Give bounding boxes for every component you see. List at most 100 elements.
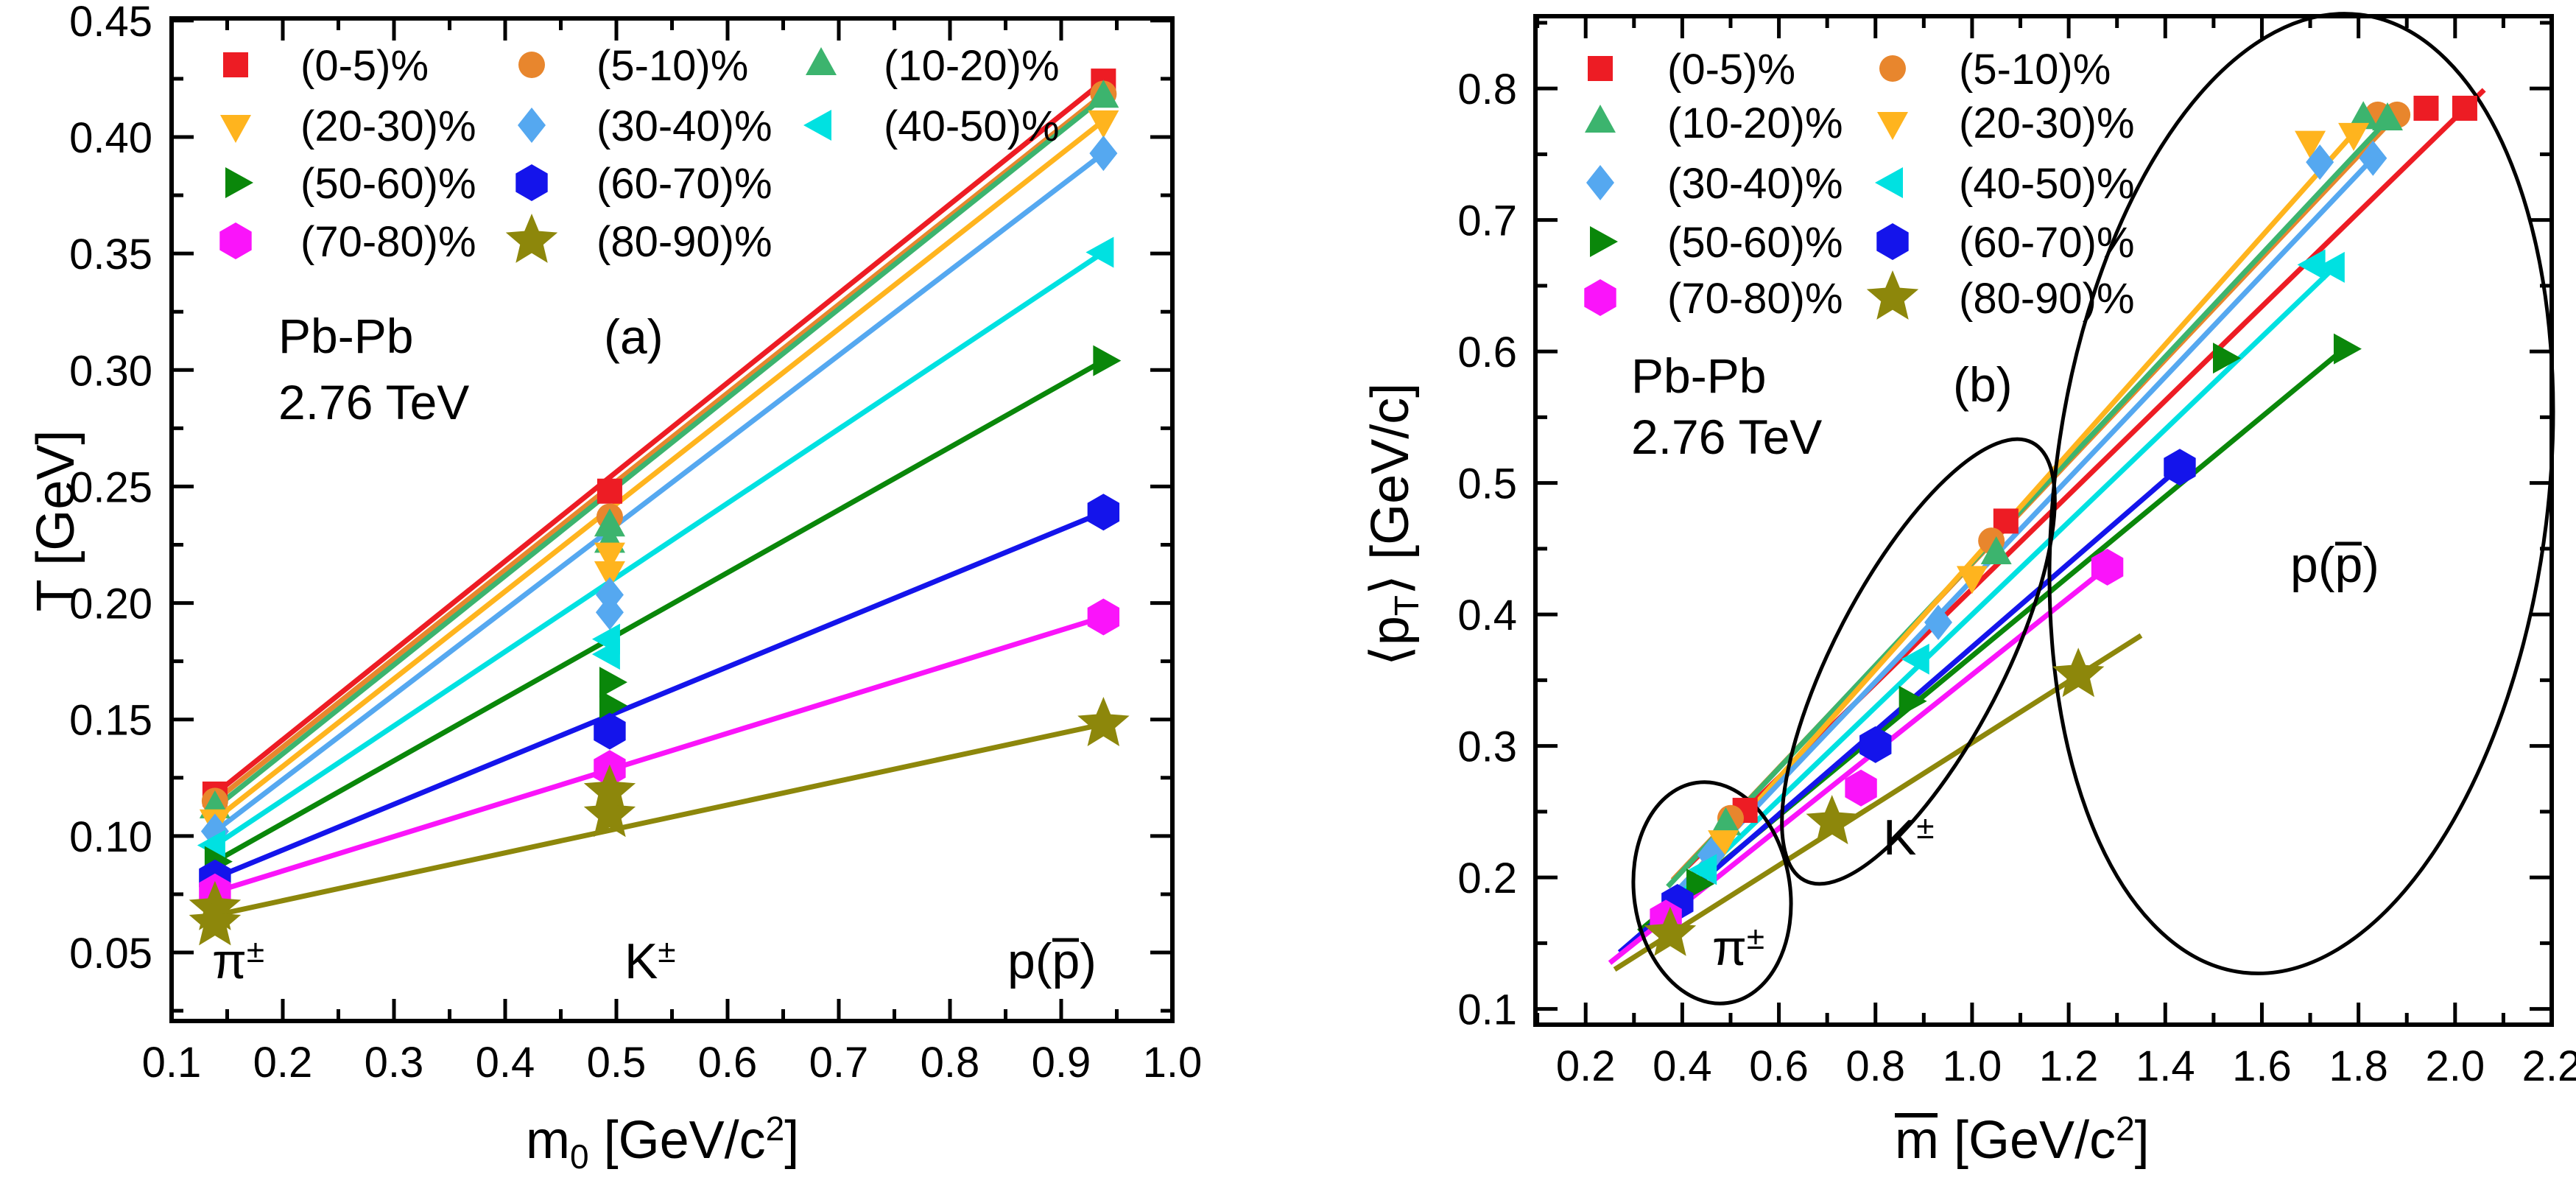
data-point-(30-40)%-p (2359, 140, 2387, 176)
fit-line-(5-10)% (213, 91, 1105, 804)
legend-label: (20-30)% (1959, 99, 2135, 147)
legend-label: (40-50)% (1959, 160, 2135, 208)
legend-marker-triangle-down (220, 115, 251, 143)
data-point-(20-30)%-pi (1708, 830, 1739, 859)
legend-label: (60-70)% (597, 160, 773, 208)
annotation-2-76-tev: 2.76 TeV (1631, 410, 1822, 464)
y-tick-label: 0.1 (1457, 986, 1517, 1034)
data-point-(50-60)%-p (1093, 345, 1122, 376)
x-tick-label: 1.4 (2136, 1042, 2195, 1090)
fit-line-(70-80)% (214, 614, 1105, 895)
legend-item-(80-90)%: (80-90)% (1866, 270, 2135, 323)
data-point-(40-50)%-k (1901, 643, 1929, 675)
data-point-(40-50)%-p (2297, 249, 2326, 281)
legend-marker-hexagon (1876, 223, 1909, 260)
legend-item-(0-5)%: (0-5)% (223, 42, 429, 90)
data-point-(40-50)%-p (2316, 251, 2345, 283)
data-point-(80-90)%-p (1077, 697, 1130, 746)
x-tick-label: 1.6 (2232, 1042, 2292, 1090)
particle-label-p-pbar: p(p) (2290, 537, 2379, 593)
annotation-2-76-tev: 2.76 TeV (278, 375, 469, 429)
legend-marker-star (505, 214, 558, 263)
y-tick-label: 0.10 (69, 813, 152, 861)
legend-marker-hexagon (1584, 279, 1616, 316)
data-point-(10-20)%-k (594, 508, 625, 537)
data-point-(20-30)%-k (594, 542, 625, 571)
particle-labels: π±​ K±​ p(p) (1712, 537, 2379, 976)
annotation--a-: (a) (604, 309, 664, 364)
y-tick-label: 0.15 (69, 697, 152, 745)
y-tick-label: 0.7 (1457, 197, 1517, 245)
legend-item-(30-40)%: (30-40)% (518, 102, 773, 150)
data-point-(50-60)%-k (1898, 685, 1927, 717)
legend: (0-5)% (5-10)% (10-20)% (20-30)% (30-40)% (40… (1584, 46, 2135, 323)
fit-line-(30-40)% (1651, 156, 2375, 918)
legend-item-(20-30)%: (20-30)% (220, 102, 476, 150)
legend-marker-square (1588, 56, 1613, 81)
data-point-(0-5)%-k (597, 478, 622, 504)
legend-marker-triangle-up (1585, 105, 1616, 133)
fit-line-(60-70)% (214, 509, 1105, 881)
data-point-(10-20)%-pi (1710, 807, 1742, 835)
legend-item-(70-80)%: (70-80)% (1584, 275, 1843, 323)
x-tick-label: 0.2 (253, 1039, 313, 1087)
data-point-(20-30)%-k (1956, 566, 1988, 594)
legend-item-(40-50)%: (40-50)% (1875, 160, 2135, 208)
data-point-(40-50)%-pi (1689, 854, 1717, 885)
x-tick-label: 1.8 (2329, 1042, 2388, 1090)
data-point-(20-30)%-p (2295, 130, 2326, 159)
data-point-(50-60)%-p (2212, 343, 2241, 374)
legend-item-(5-10)%: (5-10)% (1879, 46, 2111, 94)
x-tick-label: 1.2 (2039, 1042, 2099, 1090)
data-point-(80-90)%-pi (1644, 906, 1697, 956)
legend-marker-triangle-down (1877, 112, 1908, 140)
legend-label: (40-50)% (884, 102, 1060, 150)
legend-item-(80-90)%: (80-90)% (505, 214, 773, 266)
data-point-(10-20)%-k (1980, 536, 2012, 565)
y-tick-label: 0.2 (1457, 855, 1517, 902)
data-point-(30-40)%-p (1089, 136, 1118, 172)
x-tick-label: 0.4 (1653, 1042, 1712, 1090)
legend: (0-5)% (5-10)% (10-20)% (20-30)% (30-40)% (40… (219, 42, 1060, 266)
legend-item-(5-10)%: (5-10)% (518, 42, 748, 90)
legend-marker-circle (518, 52, 545, 78)
legend-marker-star (1866, 270, 1919, 320)
legend-label: (20-30)% (300, 102, 476, 150)
fit-line-(0-5)% (213, 79, 1105, 796)
legend-marker-diamond (518, 108, 546, 143)
x-axis-title: m [GeV/c2​] (1895, 1109, 2150, 1170)
legend-label: (0-5)% (1667, 46, 1795, 94)
legend-item-(50-60)%: (50-60)% (225, 160, 476, 208)
legend-label: (5-10)% (1959, 46, 2111, 94)
data-point-(0-5)%-p (2413, 95, 2439, 121)
legend-item-(30-40)%: (30-40)% (1586, 160, 1843, 208)
data-point-(70-80)%-p (1087, 598, 1120, 636)
legend-item-(50-60)%: (50-60)% (1590, 219, 1843, 267)
data-points (189, 69, 1130, 946)
y-tick-label: 0.8 (1457, 66, 1517, 113)
data-points (1644, 95, 2477, 956)
x-tick-label: 0.7 (809, 1039, 869, 1087)
data-point-(10-20)%-p (2371, 102, 2403, 131)
data-point-(50-60)%-k (599, 690, 627, 721)
legend-item-(20-30)%: (20-30)% (1877, 99, 2135, 147)
data-point-(60-70)%-k (1859, 726, 1892, 763)
legend-marker-triangle-right (1590, 226, 1618, 257)
data-point-(60-70)%-p (2164, 449, 2196, 486)
fit-lines (213, 79, 1105, 918)
y-tick-label: 0.45 (69, 0, 152, 46)
legend-marker-diamond (1586, 165, 1614, 200)
data-point-(40-50)%-pi (197, 829, 225, 861)
x-tick-label: 0.8 (921, 1039, 980, 1087)
legend-marker-hexagon (219, 222, 252, 259)
x-tick-label: 0.6 (698, 1039, 758, 1087)
legend-label: (80-90)% (1959, 275, 2135, 323)
axis-ticks (169, 18, 1175, 1021)
particle-label-p-pbar: p(p) (1007, 933, 1097, 989)
fit-line-(50-60)% (214, 358, 1105, 864)
legend-label: (0-5)% (300, 42, 429, 90)
legend-label: (60-70)% (1959, 219, 2135, 267)
legend-item-(70-80)%: (70-80)% (219, 218, 476, 266)
x-tick-label: 2.2 (2522, 1042, 2576, 1090)
